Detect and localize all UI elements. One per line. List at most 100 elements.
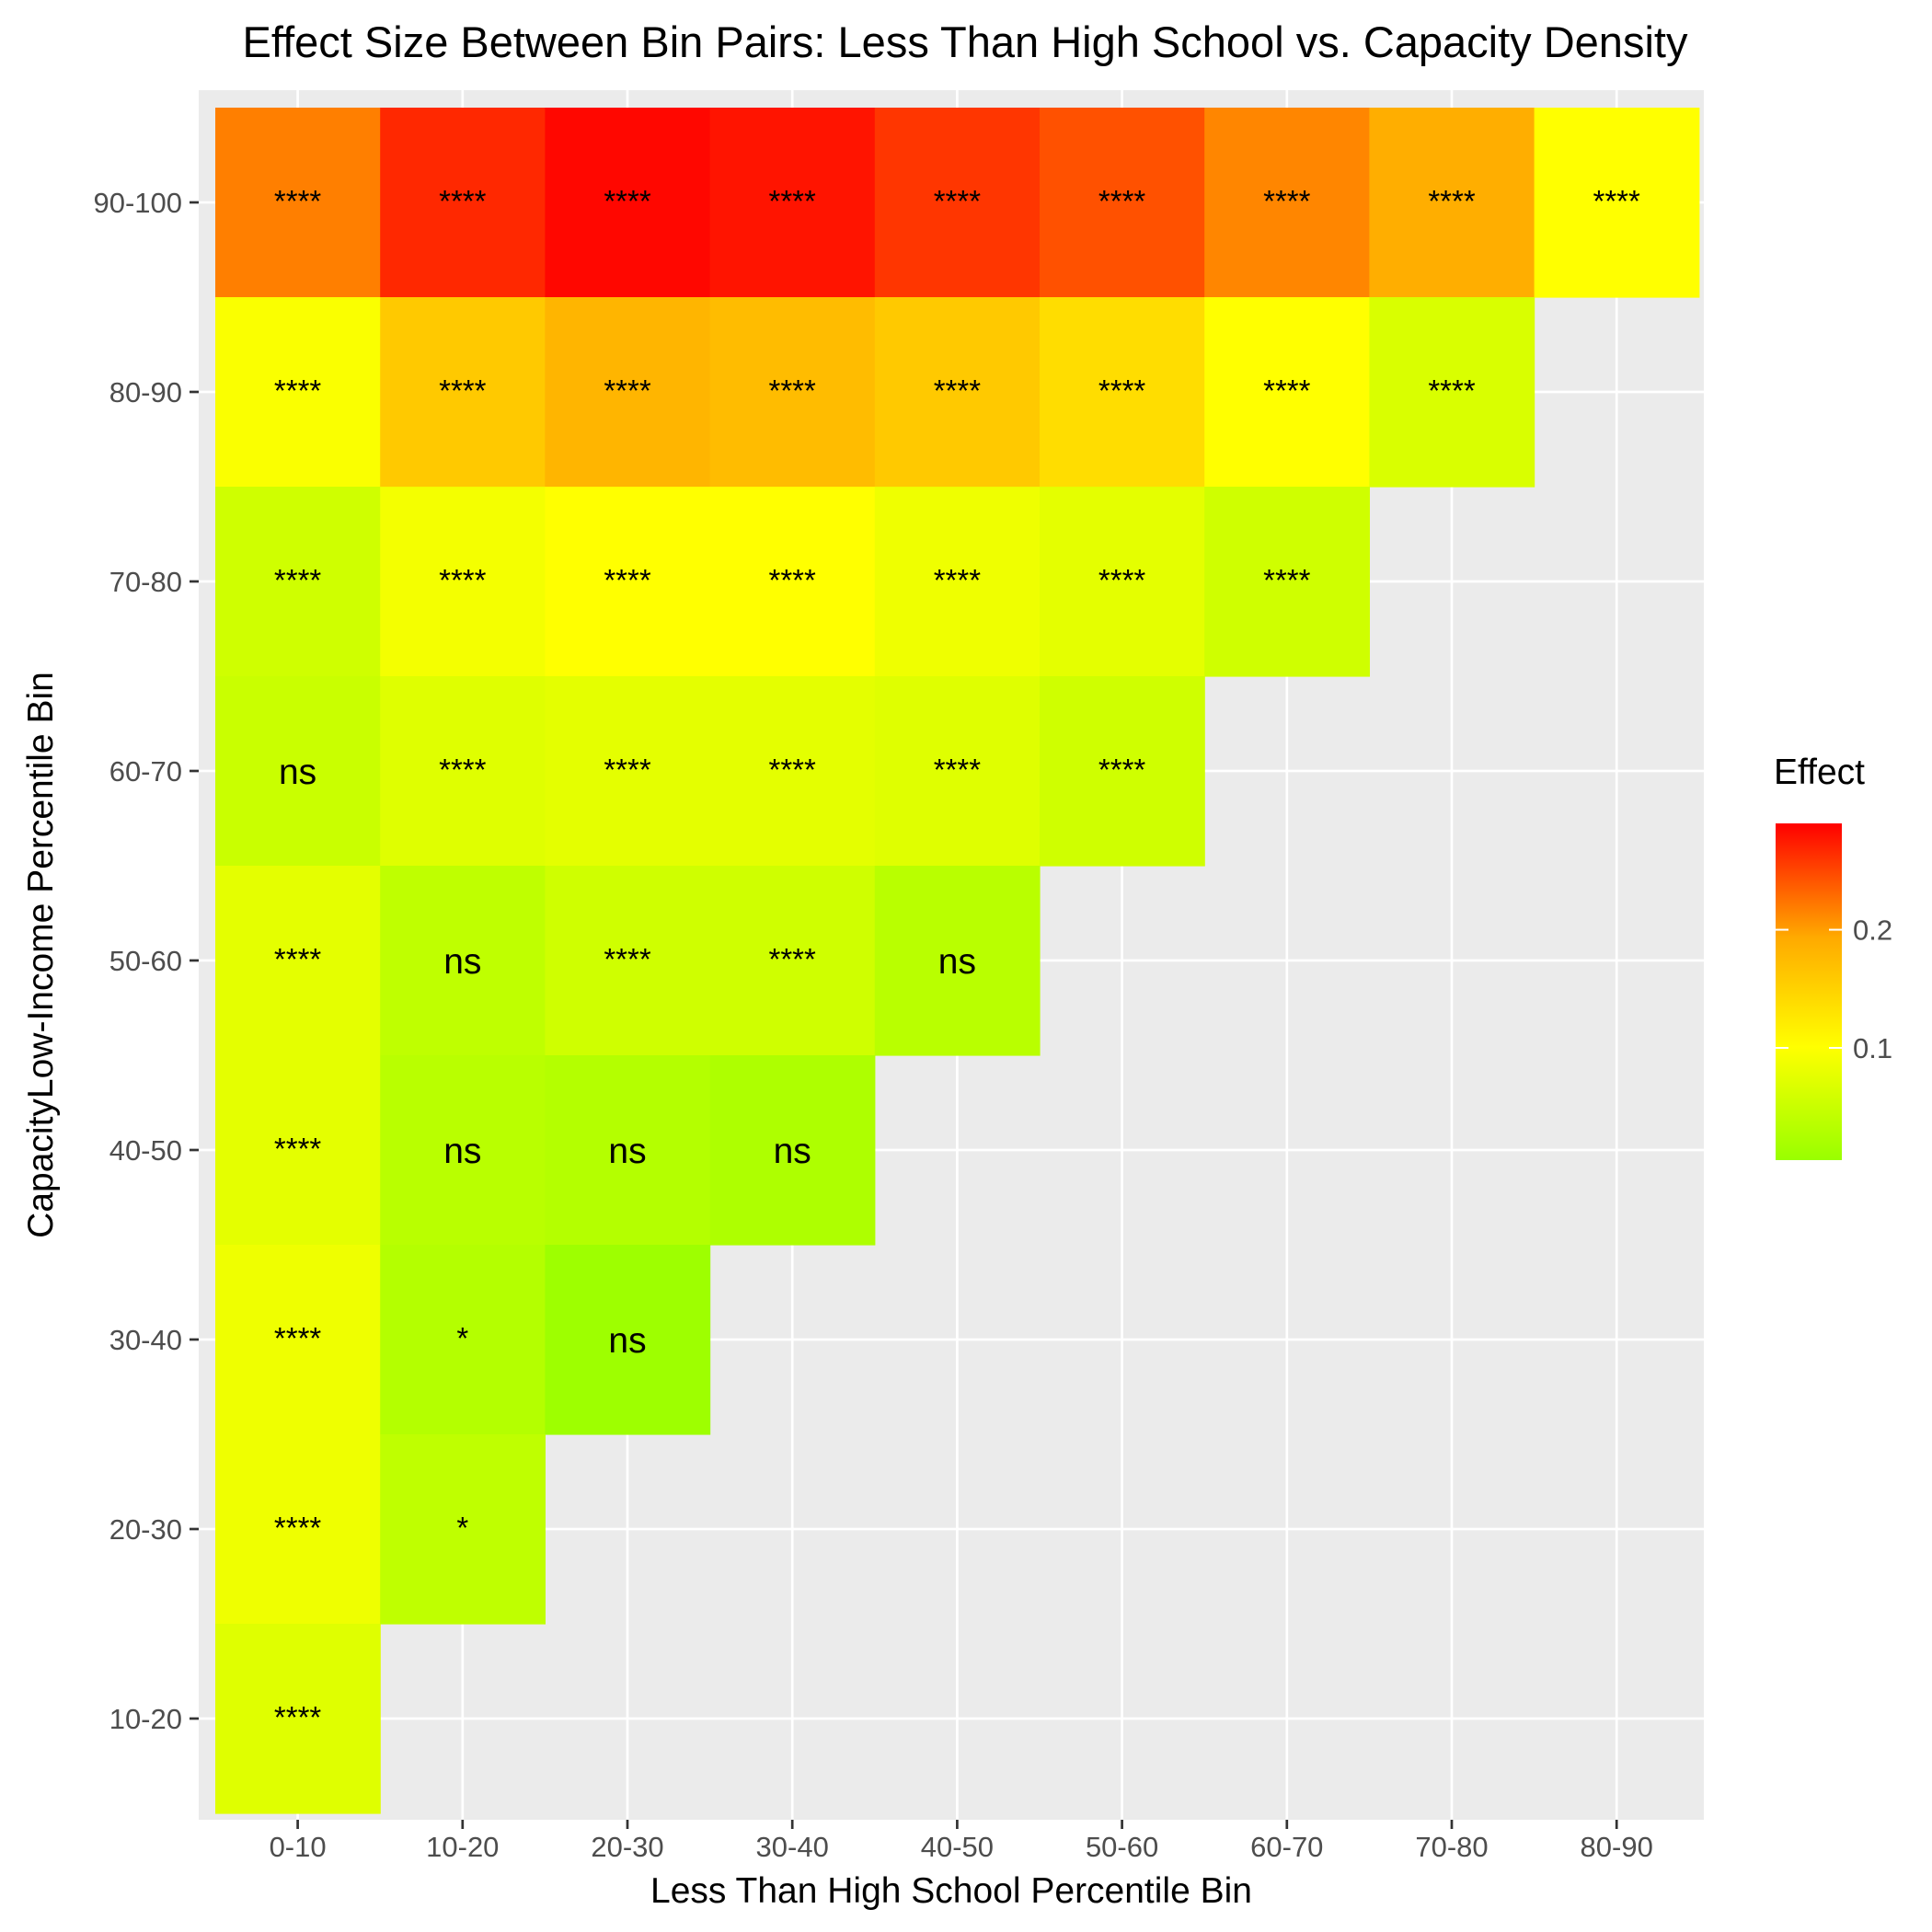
heatmap-cell-10-20-30-40 — [380, 1245, 546, 1435]
y-tick-label-80-90: 80-90 — [109, 376, 182, 408]
cell-label-20-30-50-60: **** — [604, 942, 651, 976]
cell-label-60-70-80-90: **** — [1263, 374, 1311, 408]
heatmap-cell-10-20-80-90 — [380, 297, 546, 488]
cell-label-40-50-60-70: **** — [934, 753, 982, 787]
y-axis: 10-20 20-30 30-40 40-50 50-60 60-70 70-80 80-90… — [93, 187, 199, 1735]
heatmap-cell-10-20-90-100 — [380, 108, 546, 298]
cell-label-60-70-90-100: **** — [1263, 184, 1311, 218]
heatmap-cells — [215, 108, 1700, 1814]
legend-tick-label-1: 0.2 — [1853, 914, 1892, 947]
y-tick-label-90-100: 90-100 — [93, 187, 182, 219]
cell-label-40-50-50-60: ns — [938, 942, 976, 982]
heatmap-cell-10-20-70-80 — [380, 487, 546, 677]
x-tick-label-20-30: 20-30 — [591, 1831, 663, 1863]
cell-label-0-10-40-50: **** — [274, 1132, 322, 1166]
heatmap-cell-20-30-50-60 — [545, 866, 711, 1056]
heatmap-cell-0-10-60-70 — [215, 676, 381, 867]
heatmap-cell-20-30-40-50 — [545, 1055, 711, 1246]
heatmap-cell-10-20-50-60 — [380, 866, 546, 1056]
heatmap-cell-50-60-70-80 — [1040, 487, 1205, 677]
cell-label-0-10-80-90: **** — [274, 374, 322, 408]
heatmap-cell-20-30-60-70 — [545, 676, 711, 867]
legend-ticks: 0.1 0.2 — [1776, 914, 1892, 1064]
cell-label-0-10-20-30: **** — [274, 1511, 322, 1545]
heatmap-cell-0-10-30-40 — [215, 1245, 381, 1435]
cell-label-30-40-50-60: **** — [769, 942, 817, 976]
legend-tick-label-0: 0.1 — [1853, 1032, 1892, 1064]
cell-label-40-50-70-80: **** — [934, 563, 982, 597]
cell-labels: **** **** **** **** **** **** **** **** ********… — [274, 184, 1640, 1734]
heatmap-cell-20-30-30-40 — [545, 1245, 711, 1435]
cell-label-40-50-80-90: **** — [934, 374, 982, 408]
heatmap-cell-0-10-40-50 — [215, 1055, 381, 1246]
heatmap-cell-50-60-60-70 — [1040, 676, 1205, 867]
legend-colorbar — [1776, 823, 1842, 1160]
x-tick-label-80-90: 80-90 — [1581, 1831, 1653, 1863]
y-tick-label-30-40: 30-40 — [109, 1324, 182, 1356]
cell-label-10-20-60-70: **** — [439, 753, 487, 787]
heatmap-cell-10-20-60-70 — [380, 676, 546, 867]
heatmap-cell-40-50-60-70 — [874, 676, 1041, 867]
x-tick-label-50-60: 50-60 — [1086, 1831, 1158, 1863]
heatmap-cell-30-40-70-80 — [709, 487, 876, 677]
legend-title: Effect — [1774, 753, 1865, 792]
cell-label-30-40-90-100: **** — [769, 184, 817, 218]
heatmap-cell-40-50-90-100 — [874, 108, 1041, 298]
heatmap-cell-30-40-50-60 — [709, 866, 876, 1056]
cell-label-10-20-20-30: * — [456, 1511, 468, 1545]
cell-label-30-40-80-90: **** — [769, 374, 817, 408]
heatmap-cell-20-30-70-80 — [545, 487, 711, 677]
heatmap-cell-30-40-90-100 — [709, 108, 876, 298]
cell-label-0-10-70-80: **** — [274, 563, 322, 597]
cell-label-0-10-90-100: **** — [274, 184, 322, 218]
heatmap-cell-30-40-40-50 — [709, 1055, 876, 1246]
heatmap-cell-10-20-20-30 — [380, 1434, 546, 1625]
heatmap-cell-20-30-90-100 — [545, 108, 711, 298]
x-axis-title: Less Than High School Percentile Bin — [650, 1871, 1252, 1911]
heatmap-cell-80-90-90-100 — [1534, 108, 1700, 298]
cell-label-10-20-40-50: ns — [443, 1132, 481, 1171]
cell-label-20-30-60-70: **** — [604, 753, 651, 787]
cell-label-70-80-80-90: **** — [1428, 374, 1476, 408]
heatmap-cell-60-70-80-90 — [1204, 297, 1370, 488]
heatmap-cell-70-80-80-90 — [1369, 297, 1535, 488]
cell-label-80-90-90-100: **** — [1593, 184, 1641, 218]
x-tick-label-30-40: 30-40 — [756, 1831, 829, 1863]
heatmap-cell-30-40-60-70 — [709, 676, 876, 867]
heatmap-cell-40-50-50-60 — [874, 866, 1041, 1056]
y-tick-label-50-60: 50-60 — [109, 945, 182, 977]
x-tick-label-0-10: 0-10 — [270, 1831, 327, 1863]
cell-label-30-40-70-80: **** — [769, 563, 817, 597]
cell-label-0-10-50-60: **** — [274, 942, 322, 976]
cell-label-10-20-50-60: ns — [443, 942, 481, 982]
heatmap-cell-40-50-80-90 — [874, 297, 1041, 488]
x-tick-label-40-50: 40-50 — [921, 1831, 994, 1863]
cell-label-40-50-90-100: **** — [934, 184, 982, 218]
cell-label-0-10-30-40: **** — [274, 1321, 322, 1355]
heatmap-cell-0-10-70-80 — [215, 487, 381, 677]
cell-label-60-70-70-80: **** — [1263, 563, 1311, 597]
x-tick-label-60-70: 60-70 — [1250, 1831, 1323, 1863]
x-axis: 0-10 10-20 20-30 30-40 40-50 50-60 60-70 70-80 8… — [270, 1820, 1653, 1863]
heatmap-cell-60-70-70-80 — [1204, 487, 1370, 677]
cell-label-50-60-90-100: **** — [1098, 184, 1146, 218]
cell-label-20-30-40-50: ns — [608, 1132, 646, 1171]
cell-label-20-30-80-90: **** — [604, 374, 651, 408]
heatmap-cell-0-10-20-30 — [215, 1434, 381, 1625]
cell-label-50-60-80-90: **** — [1098, 374, 1146, 408]
heatmap-cell-40-50-70-80 — [874, 487, 1041, 677]
y-tick-label-60-70: 60-70 — [109, 755, 182, 788]
y-tick-label-40-50: 40-50 — [109, 1134, 182, 1167]
cell-label-50-60-60-70: **** — [1098, 753, 1146, 787]
legend: Effect 0.1 0.2 — [1774, 753, 1892, 1160]
y-tick-label-20-30: 20-30 — [109, 1513, 182, 1546]
cell-label-10-20-70-80: **** — [439, 563, 487, 597]
x-tick-label-70-80: 70-80 — [1415, 1831, 1488, 1863]
heatmap-cell-0-10-10-20 — [215, 1624, 381, 1814]
cell-label-0-10-60-70: ns — [279, 753, 316, 792]
heatmap-cell-0-10-50-60 — [215, 866, 381, 1056]
cell-label-20-30-70-80: **** — [604, 563, 651, 597]
cell-label-20-30-90-100: **** — [604, 184, 651, 218]
cell-label-70-80-90-100: **** — [1428, 184, 1476, 218]
